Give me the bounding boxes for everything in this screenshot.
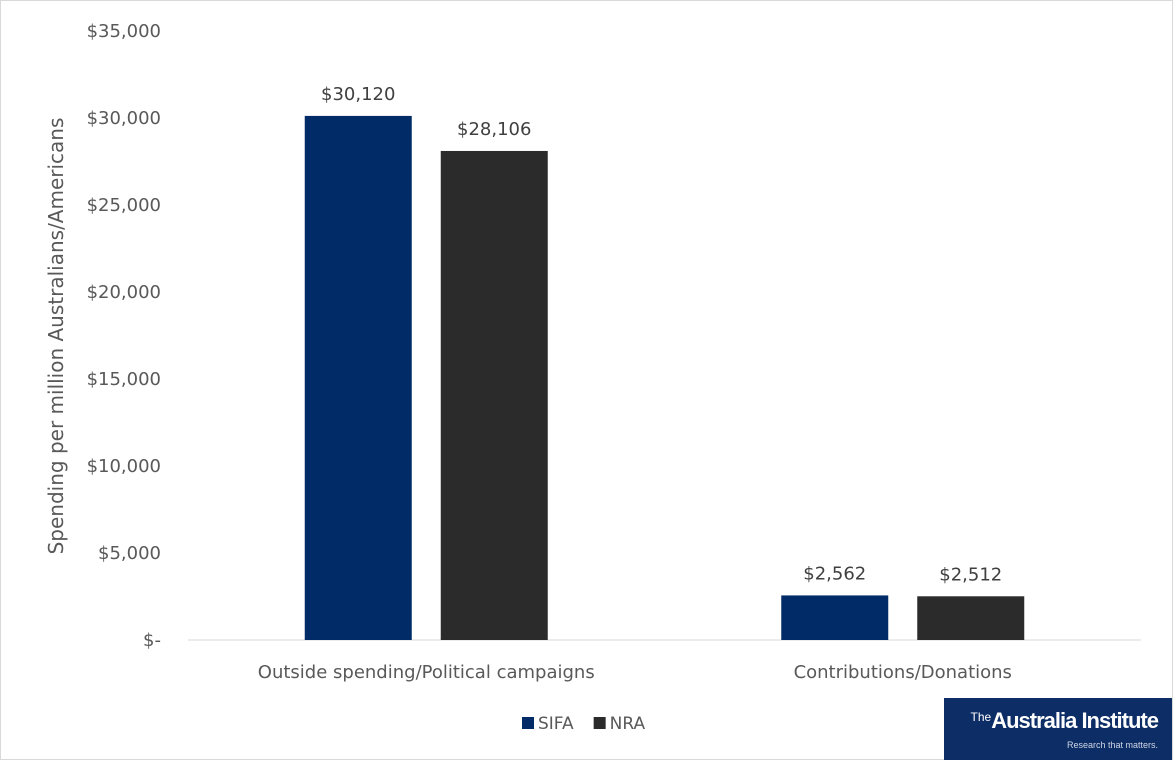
- logo-tagline: Research that matters.: [1066, 740, 1158, 750]
- y-tick-label: $25,000: [87, 195, 161, 216]
- data-label: $30,120: [321, 84, 395, 105]
- bar-nra: [440, 150, 548, 640]
- x-category-label: Contributions/Donations: [794, 662, 1012, 683]
- data-label: $28,106: [457, 119, 531, 140]
- data-label: $2,512: [939, 564, 1002, 585]
- y-tick-label: $10,000: [87, 456, 161, 477]
- bar-sifa: [304, 115, 412, 641]
- y-tick-label: $5,000: [98, 543, 161, 564]
- logo-prefix: The: [970, 710, 992, 724]
- logo-wordmark: Australia Institute: [991, 708, 1159, 733]
- x-category-label: Outside spending/Political campaigns: [258, 662, 595, 683]
- logo-name: TheAustralia Institute: [944, 708, 1159, 734]
- legend-swatch-sifa: [522, 717, 534, 729]
- australia-institute-logo: TheAustralia Institute Research that mat…: [944, 698, 1172, 760]
- y-tick-label: $15,000: [87, 369, 161, 390]
- bar-sifa: [781, 595, 889, 640]
- y-tick-label: $-: [143, 630, 161, 651]
- legend-swatch-nra: [593, 717, 606, 729]
- y-tick-label: $35,000: [87, 21, 161, 42]
- y-axis-title: Spending per million Australians/America…: [44, 118, 68, 555]
- data-label: $2,562: [803, 563, 866, 584]
- y-tick-label: $30,000: [87, 108, 161, 129]
- y-tick-label: $20,000: [87, 282, 161, 303]
- legend-label-nra: NRA: [610, 714, 646, 734]
- bar-nra: [917, 596, 1025, 640]
- legend-label-sifa: SIFA: [538, 714, 574, 734]
